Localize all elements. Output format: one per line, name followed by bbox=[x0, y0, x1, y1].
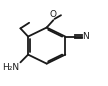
Text: O: O bbox=[50, 10, 57, 19]
Text: N: N bbox=[82, 32, 89, 41]
Text: H₂N: H₂N bbox=[2, 63, 20, 72]
